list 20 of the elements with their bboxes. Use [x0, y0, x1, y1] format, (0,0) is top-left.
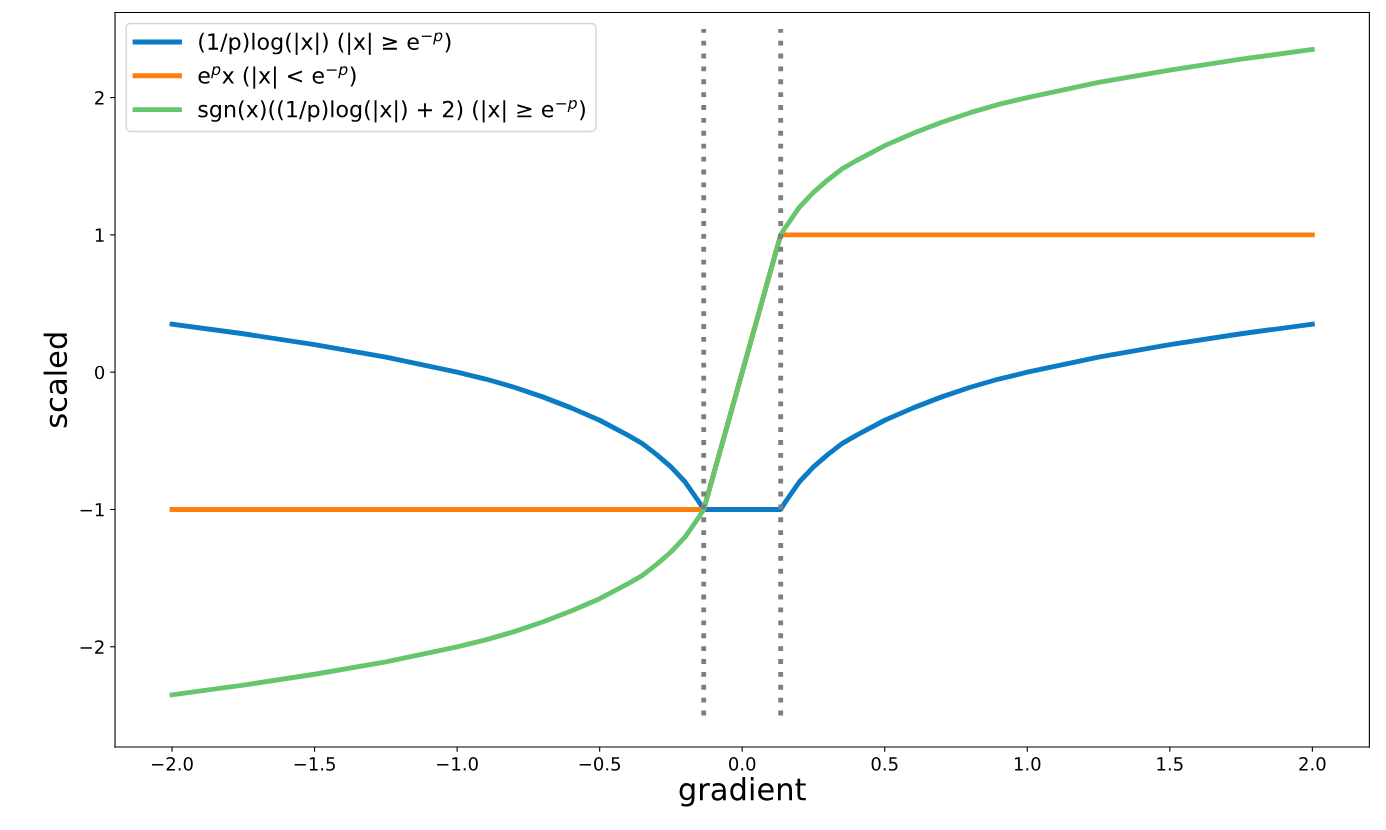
y-tick-label: 2 [95, 91, 104, 105]
y-tick-label: −1 [80, 503, 104, 517]
legend-label: (1/p)log(|x|) (|x| ≥ e$^{−p}$) [199, 32, 451, 55]
x-tick-label: 1.0 [1014, 757, 1041, 771]
x-axis-title: gradient [679, 776, 806, 807]
x-tick-label: 1.5 [1157, 757, 1183, 771]
legend-label: sgn(x)((1/p)log(|x|) + 2) (|x| ≥ e$^{−p}$) [198, 100, 585, 123]
x-tick-label: −0.5 [579, 757, 621, 771]
x-tick-label: −1.5 [294, 757, 335, 771]
x-tick-label: 0.0 [729, 757, 756, 771]
x-tick-label: 2.0 [1299, 757, 1326, 771]
y-tick-label: 0 [95, 365, 105, 380]
y-axis-title: scaled [43, 333, 68, 428]
line-series [169, 321, 1315, 512]
y-tick-label: −2 [80, 640, 104, 654]
x-tick-label: −2.0 [152, 757, 193, 771]
y-tick-label: 1 [95, 228, 104, 242]
x-tick-label: −1.0 [437, 757, 478, 771]
legend-label: e$^{p}$x (|x| < e$^{−p}$) [198, 66, 356, 89]
x-tick-label: 0.5 [871, 757, 898, 771]
